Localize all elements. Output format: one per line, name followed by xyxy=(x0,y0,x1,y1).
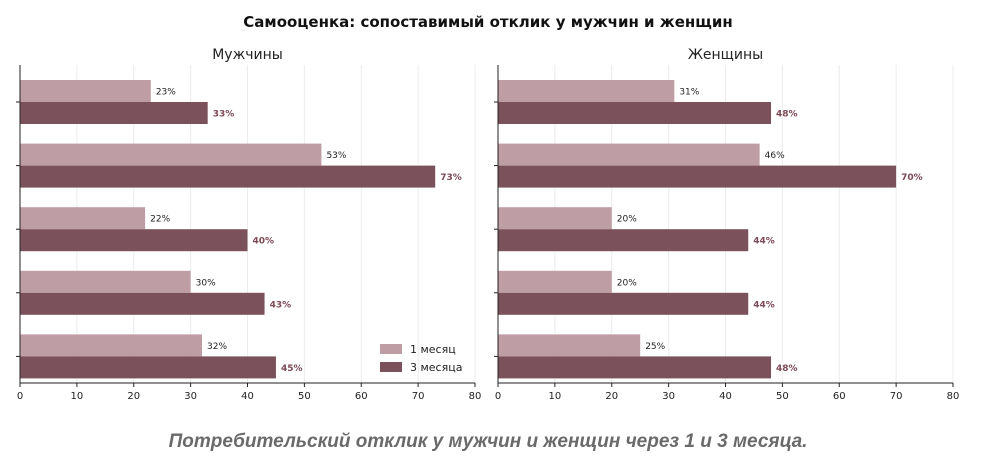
data-label-month1: 22% xyxy=(150,215,170,225)
x-tick-label: 80 xyxy=(947,391,960,402)
data-label-month3: 33% xyxy=(213,110,235,120)
data-label-month1: 20% xyxy=(617,215,637,225)
data-label-month1: 30% xyxy=(196,278,216,288)
data-label-month3: 48% xyxy=(776,110,798,120)
bar-month1 xyxy=(498,207,612,230)
bar-month1 xyxy=(498,270,612,293)
x-tick-label: 40 xyxy=(719,391,732,402)
bar-month3 xyxy=(498,356,771,379)
bar-month3 xyxy=(20,356,276,379)
x-tick-label: 20 xyxy=(605,391,618,402)
x-tick-label: 0 xyxy=(17,391,23,402)
x-tick-label: 10 xyxy=(71,391,84,402)
x-tick-label: 40 xyxy=(241,391,254,402)
x-tick-label: 50 xyxy=(776,391,789,402)
bar-month3 xyxy=(20,229,248,252)
legend-label-month3: 3 месяца xyxy=(410,361,462,374)
bar-month3 xyxy=(498,292,749,315)
data-label-month1: 20% xyxy=(617,278,637,288)
data-label-month3: 48% xyxy=(776,364,798,374)
x-tick-label: 30 xyxy=(662,391,675,402)
data-label-month1: 53% xyxy=(326,151,346,161)
panel-title-women: Женщины xyxy=(688,47,763,63)
x-tick-label: 70 xyxy=(890,391,903,402)
data-label-month3: 44% xyxy=(753,237,775,247)
bar-month1 xyxy=(20,270,191,293)
data-label-month3: 45% xyxy=(281,364,303,374)
x-tick-label: 70 xyxy=(412,391,425,402)
bar-month1 xyxy=(498,334,641,357)
panel-men: Мужчины 23% 33% 53% 73% 22% 40% 30% 43% 32% 45% 0 10… xyxy=(16,47,481,402)
bar-month3 xyxy=(498,165,897,188)
bar-month1 xyxy=(498,80,675,102)
x-tick-label: 20 xyxy=(127,391,140,402)
data-label-month3: 70% xyxy=(901,173,923,183)
legend: 1 месяц 3 месяца xyxy=(380,343,462,374)
x-tick-label: 0 xyxy=(495,391,501,402)
data-label-month1: 25% xyxy=(645,342,665,352)
data-label-month1: 23% xyxy=(156,88,176,98)
x-tick-label: 30 xyxy=(184,391,197,402)
data-label-month3: 44% xyxy=(753,300,775,310)
panel-title-men: Мужчины xyxy=(212,47,283,63)
bar-month3 xyxy=(20,292,265,315)
data-label-month1: 46% xyxy=(765,151,785,161)
caption: Потребительский отклик у мужчин и женщин… xyxy=(169,431,808,452)
bar-month3 xyxy=(498,102,771,124)
panel-women: Женщины 31% 48% 46% 70% 20% 44% 20% 44% 25% 48% 0 10… xyxy=(494,47,959,402)
legend-label-month1: 1 месяц xyxy=(410,343,456,356)
data-label-month3: 40% xyxy=(253,237,275,247)
x-tick-label: 80 xyxy=(469,391,482,402)
data-label-month1: 32% xyxy=(207,342,227,352)
bar-month1 xyxy=(498,143,760,166)
bar-month3 xyxy=(20,165,436,188)
chart-title: Самооценка: сопоставимый отклик у мужчин… xyxy=(243,13,732,31)
x-tick-label: 60 xyxy=(833,391,846,402)
bar-month3 xyxy=(498,229,749,252)
x-tick-label: 10 xyxy=(549,391,562,402)
bar-month3 xyxy=(20,102,208,124)
x-tick-label: 60 xyxy=(355,391,368,402)
data-label-month1: 31% xyxy=(679,88,699,98)
bar-month1 xyxy=(20,207,146,230)
bar-month1 xyxy=(20,334,202,357)
legend-swatch-month3 xyxy=(380,362,402,372)
bar-month1 xyxy=(20,143,322,166)
legend-swatch-month1 xyxy=(380,344,402,354)
data-label-month3: 73% xyxy=(440,173,462,183)
bar-month1 xyxy=(20,80,151,102)
x-tick-label: 50 xyxy=(298,391,311,402)
data-label-month3: 43% xyxy=(270,300,292,310)
